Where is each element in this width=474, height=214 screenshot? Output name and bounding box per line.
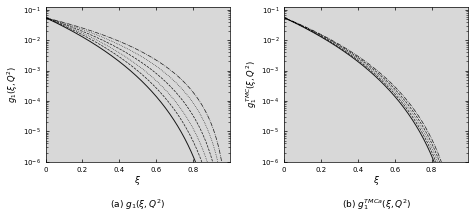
Text: (a) $g_1(\xi, Q^2)$: (a) $g_1(\xi, Q^2)$ — [110, 198, 165, 212]
Y-axis label: $g_1(\xi,Q^2)$: $g_1(\xi,Q^2)$ — [6, 66, 20, 103]
Y-axis label: $g_1^{\,TMC}(\xi,Q^2)$: $g_1^{\,TMC}(\xi,Q^2)$ — [244, 61, 259, 108]
X-axis label: $\xi$: $\xi$ — [373, 174, 380, 187]
Text: (b) $g_1^{TMCa}(\xi, Q^2)$: (b) $g_1^{TMCa}(\xi, Q^2)$ — [342, 197, 411, 212]
X-axis label: $\xi$: $\xi$ — [134, 174, 141, 187]
